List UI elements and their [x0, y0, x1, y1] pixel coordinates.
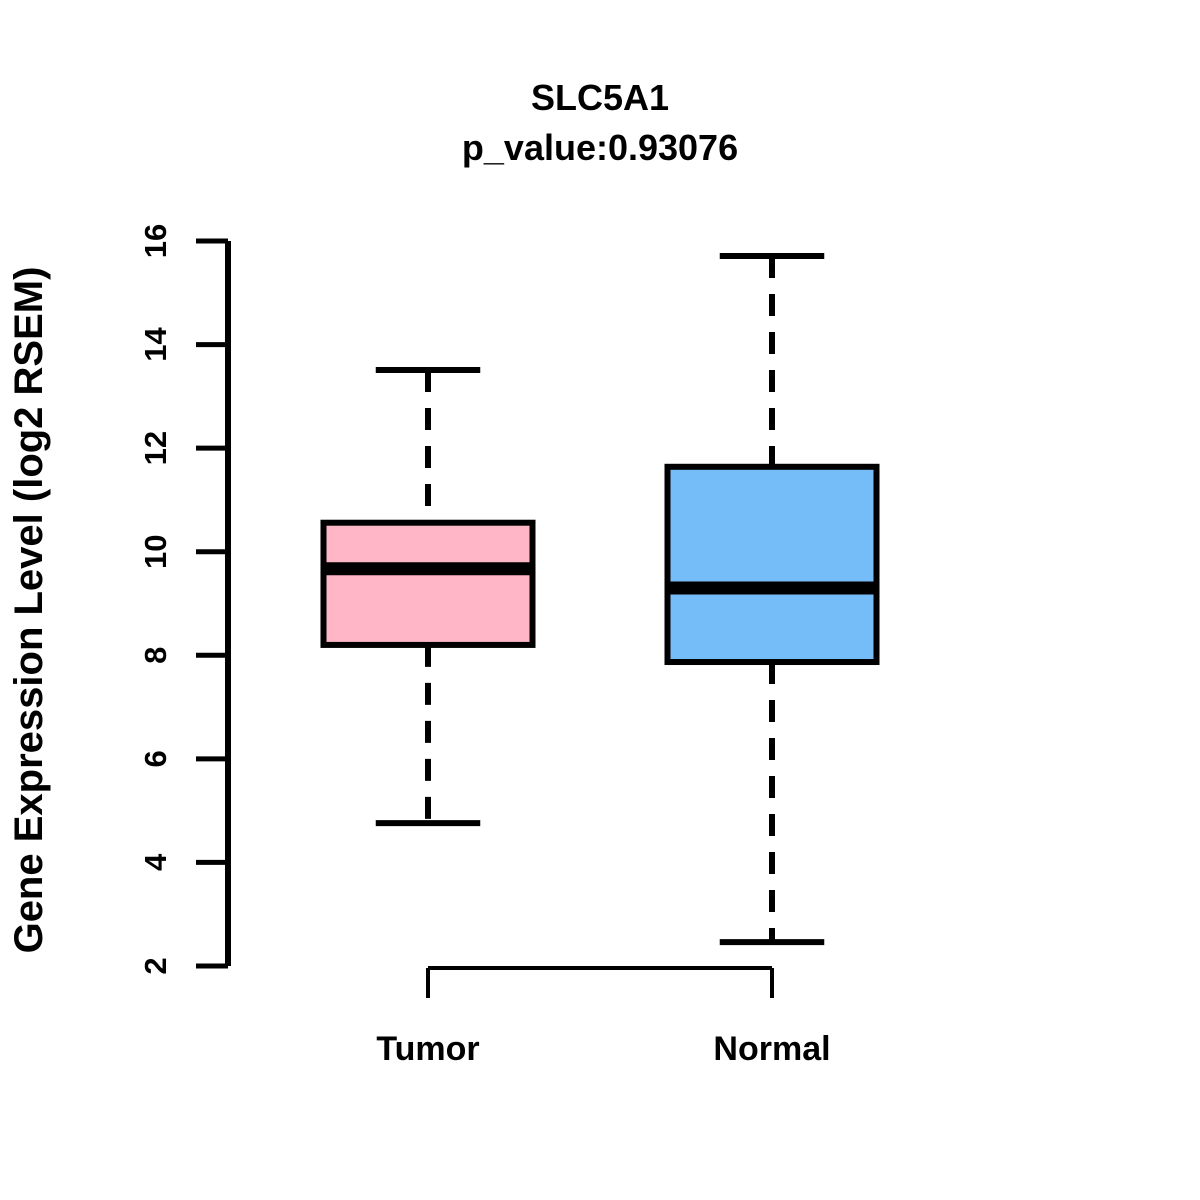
box-series	[320, 253, 880, 946]
y-axis-tick-label: 8	[138, 647, 173, 664]
y-axis-tick-label: 10	[138, 534, 173, 568]
y-axis: 2 4 6 8 10 12 14 16	[138, 224, 231, 975]
chart-title: SLC5A1	[531, 77, 669, 118]
y-axis-tick-label: 2	[138, 957, 173, 974]
boxplot-tumor	[320, 366, 536, 827]
x-axis	[426, 966, 774, 998]
y-axis-label: Gene Expression Level (log2 RSEM)	[7, 267, 51, 954]
y-axis-tick-label: 16	[138, 224, 173, 258]
box-iqr	[664, 463, 880, 666]
x-axis-label-normal: Normal	[713, 1030, 830, 1068]
x-axis-tick-labels: Tumor Normal	[376, 1030, 830, 1068]
box-iqr	[320, 519, 536, 648]
y-axis-tick-label: 14	[138, 327, 173, 362]
y-axis-tick-label: 12	[138, 431, 173, 465]
chart-subtitle: p_value:0.93076	[462, 127, 738, 168]
y-axis-tick-label: 4	[138, 853, 173, 871]
y-axis-tick-label: 6	[138, 750, 173, 767]
x-axis-label-tumor: Tumor	[376, 1030, 479, 1068]
boxplot-normal	[664, 253, 880, 946]
